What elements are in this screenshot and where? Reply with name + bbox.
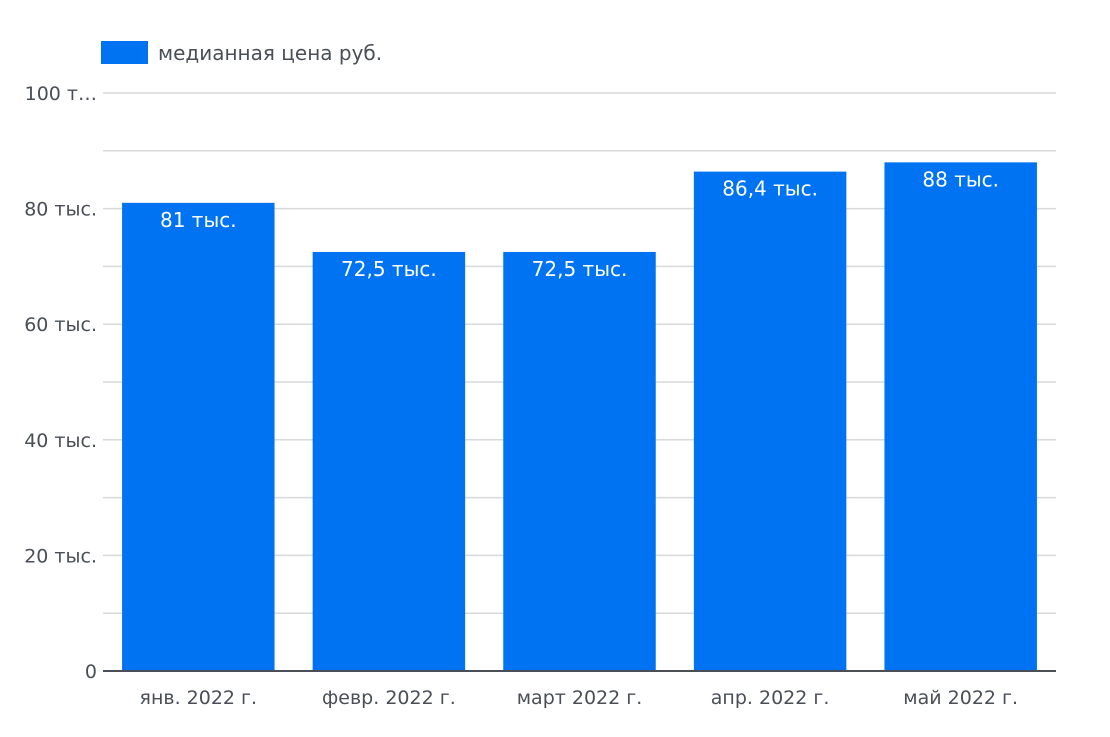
bar-data-label: 81 тыс. xyxy=(160,208,237,232)
bar xyxy=(884,162,1037,672)
bar xyxy=(312,251,466,671)
bar-data-label: 88 тыс. xyxy=(922,167,999,191)
y-tick-label: 0 xyxy=(85,661,97,683)
y-tick-label: 20 тыс. xyxy=(24,545,97,567)
x-tick-label: февр. 2022 г. xyxy=(322,687,456,709)
legend: медианная цена руб. xyxy=(101,41,382,65)
y-tick-label: 40 тыс. xyxy=(24,430,97,452)
bar-data-label: 72,5 тыс. xyxy=(532,257,628,281)
y-tick-label: 100 т… xyxy=(25,83,97,105)
legend-label: медианная цена руб. xyxy=(158,41,382,65)
x-tick-label: май 2022 г. xyxy=(903,687,1018,709)
y-tick-label: 60 тыс. xyxy=(24,314,97,336)
x-axis: янв. 2022 г. февр. 2022 г. март 2022 г. апр… xyxy=(103,670,1056,709)
y-axis: 0 20 тыс. 40 тыс. 60 тыс. 80 тыс. 100 т… xyxy=(24,83,97,683)
legend-swatch xyxy=(101,41,148,64)
bar xyxy=(693,171,847,671)
bar-data-label: 86,4 тыс. xyxy=(722,177,818,201)
x-tick-label: апр. 2022 г. xyxy=(711,687,830,709)
bar xyxy=(503,251,656,671)
bar-data-label: 72,5 тыс. xyxy=(341,257,437,281)
y-tick-label: 80 тыс. xyxy=(24,199,97,221)
bar xyxy=(122,202,275,671)
x-tick-label: янв. 2022 г. xyxy=(140,687,258,709)
x-tick-label: март 2022 г. xyxy=(517,687,643,709)
bars: 81 тыс. 72,5 тыс. 72,5 тыс. 86,4 тыс. 88 тыс… xyxy=(122,162,1037,672)
